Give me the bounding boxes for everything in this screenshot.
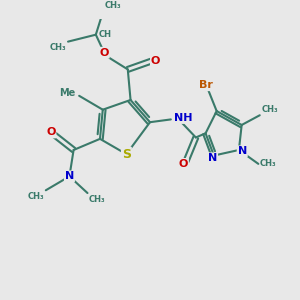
Text: CH₃: CH₃ <box>260 159 276 168</box>
Text: S: S <box>122 148 131 160</box>
Text: O: O <box>151 56 160 66</box>
Text: O: O <box>46 128 56 137</box>
Text: CH₃: CH₃ <box>261 105 278 114</box>
Text: CH₃: CH₃ <box>28 193 44 202</box>
Text: CH₃: CH₃ <box>89 195 106 204</box>
Text: N: N <box>238 146 247 156</box>
Text: Br: Br <box>199 80 212 90</box>
Text: N: N <box>208 153 217 163</box>
Text: NH: NH <box>174 113 192 123</box>
Text: O: O <box>100 48 109 58</box>
Text: CH₃: CH₃ <box>50 43 67 52</box>
Text: CH: CH <box>99 30 112 39</box>
Text: N: N <box>65 171 74 182</box>
Text: O: O <box>179 159 188 169</box>
Text: Me: Me <box>59 88 75 98</box>
Text: CH₃: CH₃ <box>104 1 121 10</box>
